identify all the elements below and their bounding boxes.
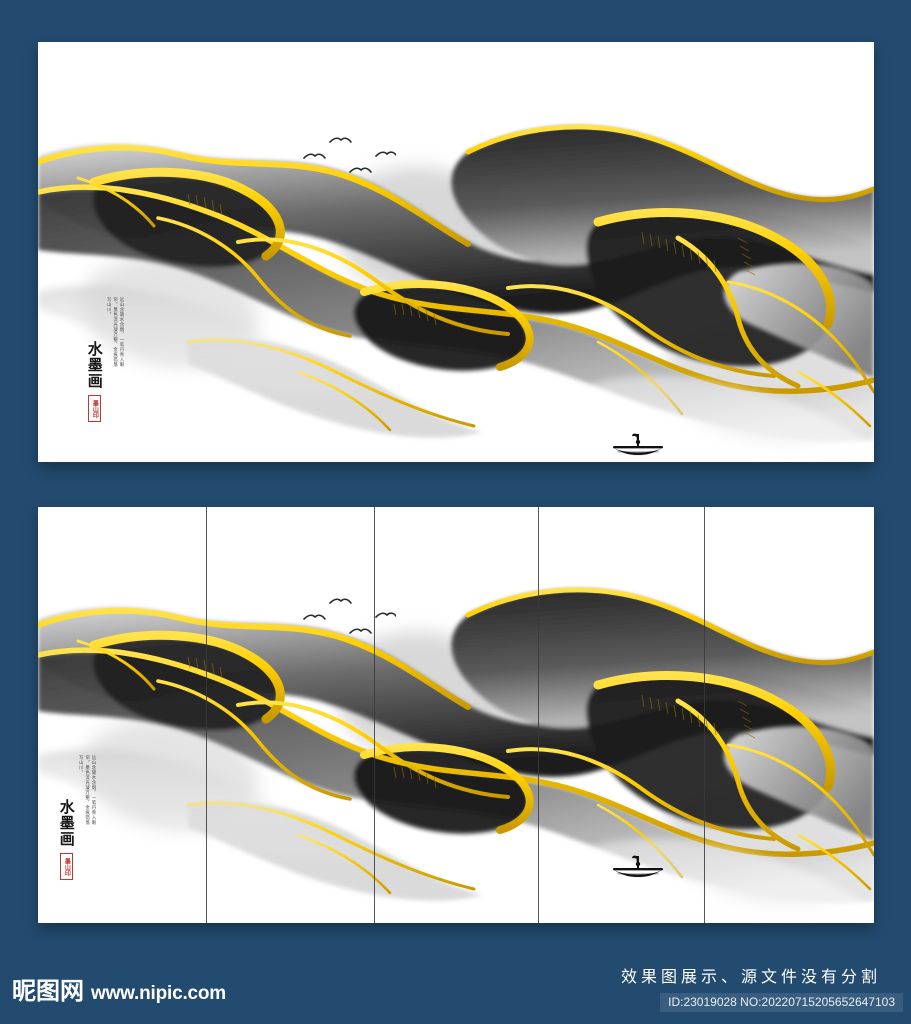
ink-landscape-svg-2 (38, 507, 874, 923)
preview-panel-whole[interactable]: 远山含黛水含烟，一笔丹青入眼帘。墨色流光凝万壑，金痕错落写山川。 水墨画 墨山印 (38, 42, 874, 462)
seal-text-2: 墨山印 (63, 857, 71, 876)
panel-divider-3 (538, 507, 539, 923)
artist-signature-top: 远山含黛水含烟，一笔丹青入眼帘。墨色流光凝万壑，金痕错落写山川。 水墨画 墨山印 (86, 297, 124, 422)
artist-seal-2: 墨山印 (59, 853, 73, 880)
brand-url: www.nipic.com (91, 983, 226, 1004)
brand-name-cn: 昵图网 (12, 976, 84, 1005)
signature-title: 水墨画 (85, 341, 104, 389)
signature-poem-2: 远山含黛水含烟，一笔丹青入眼帘。墨色流光凝万壑，金痕错落写山川。 (78, 755, 96, 825)
ink-landscape-svg (38, 42, 874, 462)
artist-seal: 墨山印 (87, 395, 101, 422)
signature-title-column: 水墨画 墨山印 (85, 341, 104, 422)
site-branding[interactable]: 昵图网 www.nipic.com (12, 976, 226, 1005)
artwork-canvas-top (38, 42, 874, 462)
panel-divider-4 (704, 507, 705, 923)
fisherman-boat (613, 433, 663, 456)
preview-panel-segmented[interactable]: 远山含黛水含烟，一笔丹青入眼帘。墨色流光凝万壑，金痕错落写山川。 水墨画 墨山印 (38, 507, 874, 923)
panel-divider-1 (206, 507, 207, 923)
asset-id-badge: ID:23019028 NO:20220715205652647103 (660, 993, 903, 1012)
signature-title-column-2: 水墨画 墨山印 (57, 799, 76, 880)
signature-poem: 远山含黛水含烟，一笔丹青入眼帘。墨色流光凝万壑，金痕错落写山川。 (106, 297, 124, 367)
artwork-canvas-bottom: 远山含黛水含烟，一笔丹青入眼帘。墨色流光凝万壑，金痕错落写山川。 水墨画 墨山印 (38, 507, 874, 923)
preview-notice: 效果图展示、源文件没有分割 (620, 967, 881, 986)
artist-signature-bottom: 远山含黛水含烟，一笔丹青入眼帘。墨色流光凝万壑，金痕错落写山川。 水墨画 墨山印 (58, 755, 96, 880)
fisherman-boat-2 (613, 855, 663, 878)
signature-title-2: 水墨画 (57, 799, 76, 847)
flying-birds (303, 137, 396, 173)
footer-bar: 昵图网 www.nipic.com 效果图展示、源文件没有分割 ID:23019… (0, 945, 911, 1024)
flying-birds-2 (303, 598, 396, 634)
panel-divider-2 (374, 507, 375, 923)
seal-text: 墨山印 (91, 399, 99, 418)
